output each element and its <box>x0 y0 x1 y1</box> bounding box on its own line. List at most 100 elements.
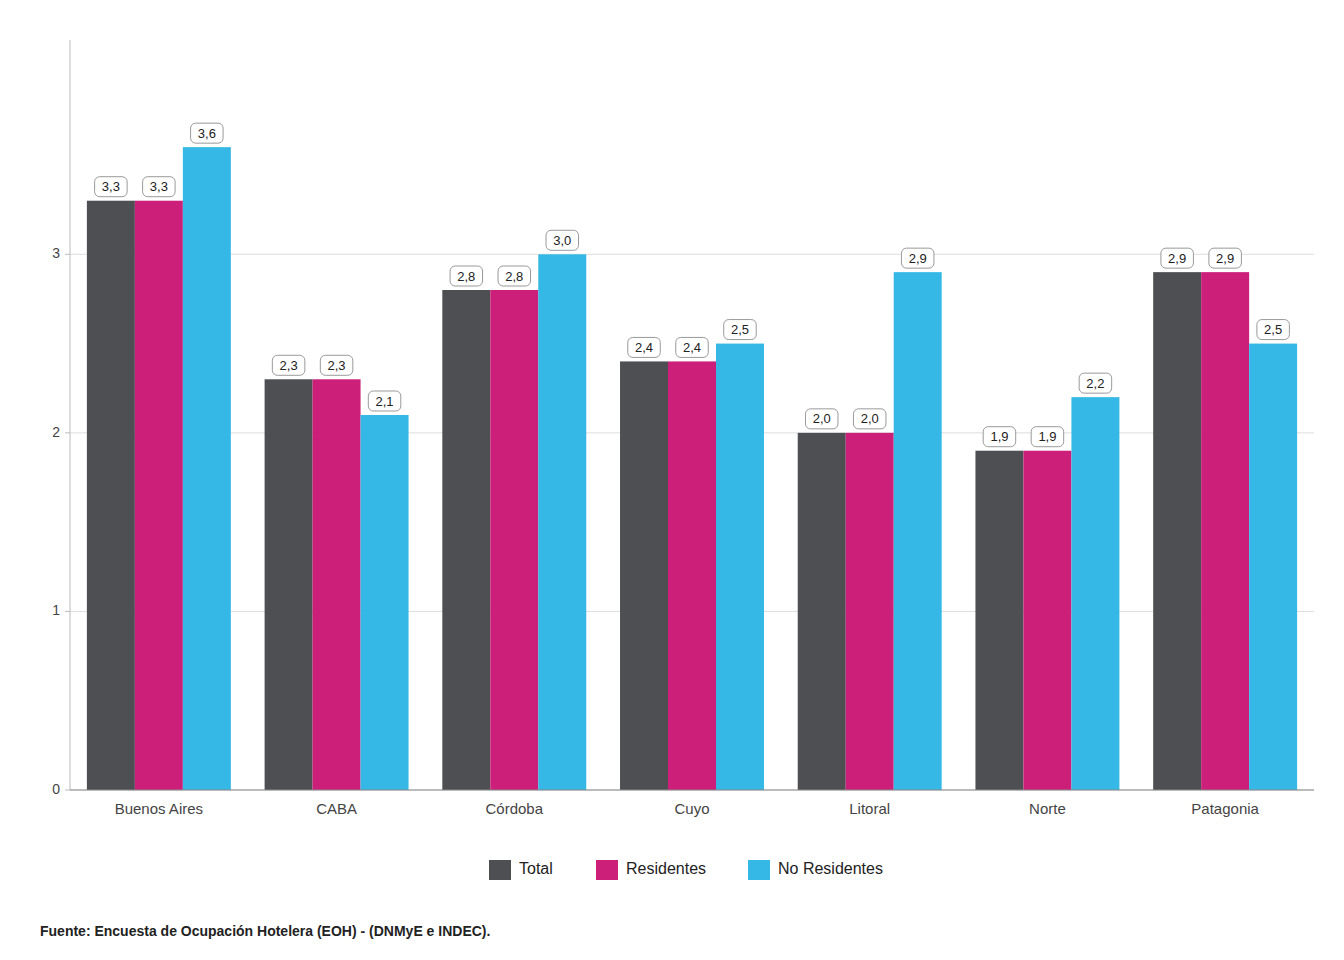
y-tick <box>65 254 70 255</box>
data-label-group: 3,3 <box>95 177 128 197</box>
bar <box>620 361 668 790</box>
y-axis-line <box>70 40 71 790</box>
data-label-box <box>546 230 579 250</box>
data-label-box <box>498 266 531 286</box>
bar <box>87 201 135 790</box>
data-label: 2,9 <box>1168 251 1186 266</box>
x-axis-line <box>70 790 1314 791</box>
data-label-box <box>320 355 353 375</box>
legend-label: No Residentes <box>778 860 883 877</box>
data-label-group: 2,9 <box>1209 248 1242 268</box>
data-label: 2,3 <box>280 358 298 373</box>
data-label-group: 2,8 <box>498 266 531 286</box>
y-axis: 0 1 2 3 <box>52 245 70 797</box>
data-label-group: 2,4 <box>628 337 661 357</box>
x-axis: Buenos Aires CABA Córdoba Cuyo Litoral Norte P… <box>115 800 1260 817</box>
data-label-group: 3,0 <box>546 230 579 250</box>
data-label: 2,8 <box>505 269 523 284</box>
legend-swatch <box>596 860 618 880</box>
data-label-box <box>1079 373 1112 393</box>
data-label-box <box>724 320 757 340</box>
data-label: 2,1 <box>376 394 394 409</box>
grid-line <box>70 254 1314 255</box>
data-label-group: 1,9 <box>983 427 1016 447</box>
data-label-box <box>368 391 401 411</box>
data-label-group: 2,0 <box>853 409 886 429</box>
data-labels: 3,3 2,3 2,8 2,4 2,0 1,9 2,9 3,3 2,3 2,8 2,4 2,0 1,9 2… <box>95 123 1290 447</box>
bar <box>490 290 538 790</box>
data-label: 3,0 <box>553 233 571 248</box>
data-label: 2,4 <box>683 340 701 355</box>
data-label-group: 2,3 <box>272 355 305 375</box>
bar <box>1153 272 1201 790</box>
data-label: 2,9 <box>909 251 927 266</box>
data-label-box <box>272 355 305 375</box>
data-label-box <box>95 177 128 197</box>
data-label: 2,2 <box>1086 376 1104 391</box>
y-tick <box>65 790 70 791</box>
bar <box>716 344 764 790</box>
y-tick-label: 3 <box>52 245 60 261</box>
y-tick-label: 0 <box>52 781 60 797</box>
bar <box>361 415 409 790</box>
data-label: 2,4 <box>635 340 653 355</box>
bar <box>798 433 846 790</box>
legend-label: Total <box>519 860 553 877</box>
x-tick-label: Buenos Aires <box>115 800 203 817</box>
data-label-box <box>853 409 886 429</box>
data-label: 1,9 <box>990 429 1008 444</box>
data-label-box <box>143 177 176 197</box>
data-label: 3,3 <box>102 179 120 194</box>
x-tick-label: Patagonia <box>1191 800 1259 817</box>
data-label-box <box>676 337 709 357</box>
data-label-box <box>805 409 838 429</box>
grid <box>70 254 1314 790</box>
bar <box>1249 344 1297 790</box>
data-label-group: 2,5 <box>724 320 757 340</box>
data-label: 2,3 <box>328 358 346 373</box>
data-label-box <box>1257 320 1290 340</box>
data-label-group: 2,2 <box>1079 373 1112 393</box>
chart: 0 1 2 3 Buenos Aires CABA Córdoba Cuyo Litoral No… <box>0 0 1344 960</box>
data-label: 2,0 <box>861 411 879 426</box>
legend-label: Residentes <box>626 860 706 877</box>
data-label-group: 2,4 <box>676 337 709 357</box>
data-label-group: 2,1 <box>368 391 401 411</box>
x-tick-label: Litoral <box>849 800 890 817</box>
data-label-group: 2,9 <box>901 248 934 268</box>
y-tick-label: 1 <box>52 602 60 618</box>
legend: Total Residentes No Residentes <box>489 860 883 880</box>
data-label-box <box>628 337 661 357</box>
data-label: 1,9 <box>1038 429 1056 444</box>
x-tick-label: Córdoba <box>486 800 544 817</box>
data-label: 2,5 <box>731 322 749 337</box>
bars <box>87 147 1297 790</box>
bar <box>1023 451 1071 790</box>
data-label-group: 1,9 <box>1031 427 1064 447</box>
legend-swatch <box>748 860 770 880</box>
data-label-group: 2,3 <box>320 355 353 375</box>
data-label: 2,0 <box>813 411 831 426</box>
data-label-box <box>191 123 224 143</box>
y-tick-label: 2 <box>52 424 60 440</box>
source-note: Fuente: Encuesta de Ocupación Hotelera (… <box>40 923 490 939</box>
data-label-box <box>1031 427 1064 447</box>
data-label: 3,3 <box>150 179 168 194</box>
data-label-box <box>450 266 483 286</box>
x-tick-label: CABA <box>316 800 357 817</box>
data-label-group: 2,5 <box>1257 320 1290 340</box>
bar <box>313 379 361 790</box>
bar <box>846 433 894 790</box>
x-tick-label: Cuyo <box>674 800 709 817</box>
data-label-box <box>1161 248 1194 268</box>
bar <box>183 147 231 790</box>
data-label-box <box>983 427 1016 447</box>
data-label-group: 2,9 <box>1161 248 1194 268</box>
bar <box>538 254 586 790</box>
data-label: 2,8 <box>457 269 475 284</box>
bar <box>975 451 1023 790</box>
x-tick-label: Norte <box>1029 800 1066 817</box>
grid-line <box>70 790 1314 791</box>
data-label: 2,5 <box>1264 322 1282 337</box>
data-label-group: 3,6 <box>191 123 224 143</box>
